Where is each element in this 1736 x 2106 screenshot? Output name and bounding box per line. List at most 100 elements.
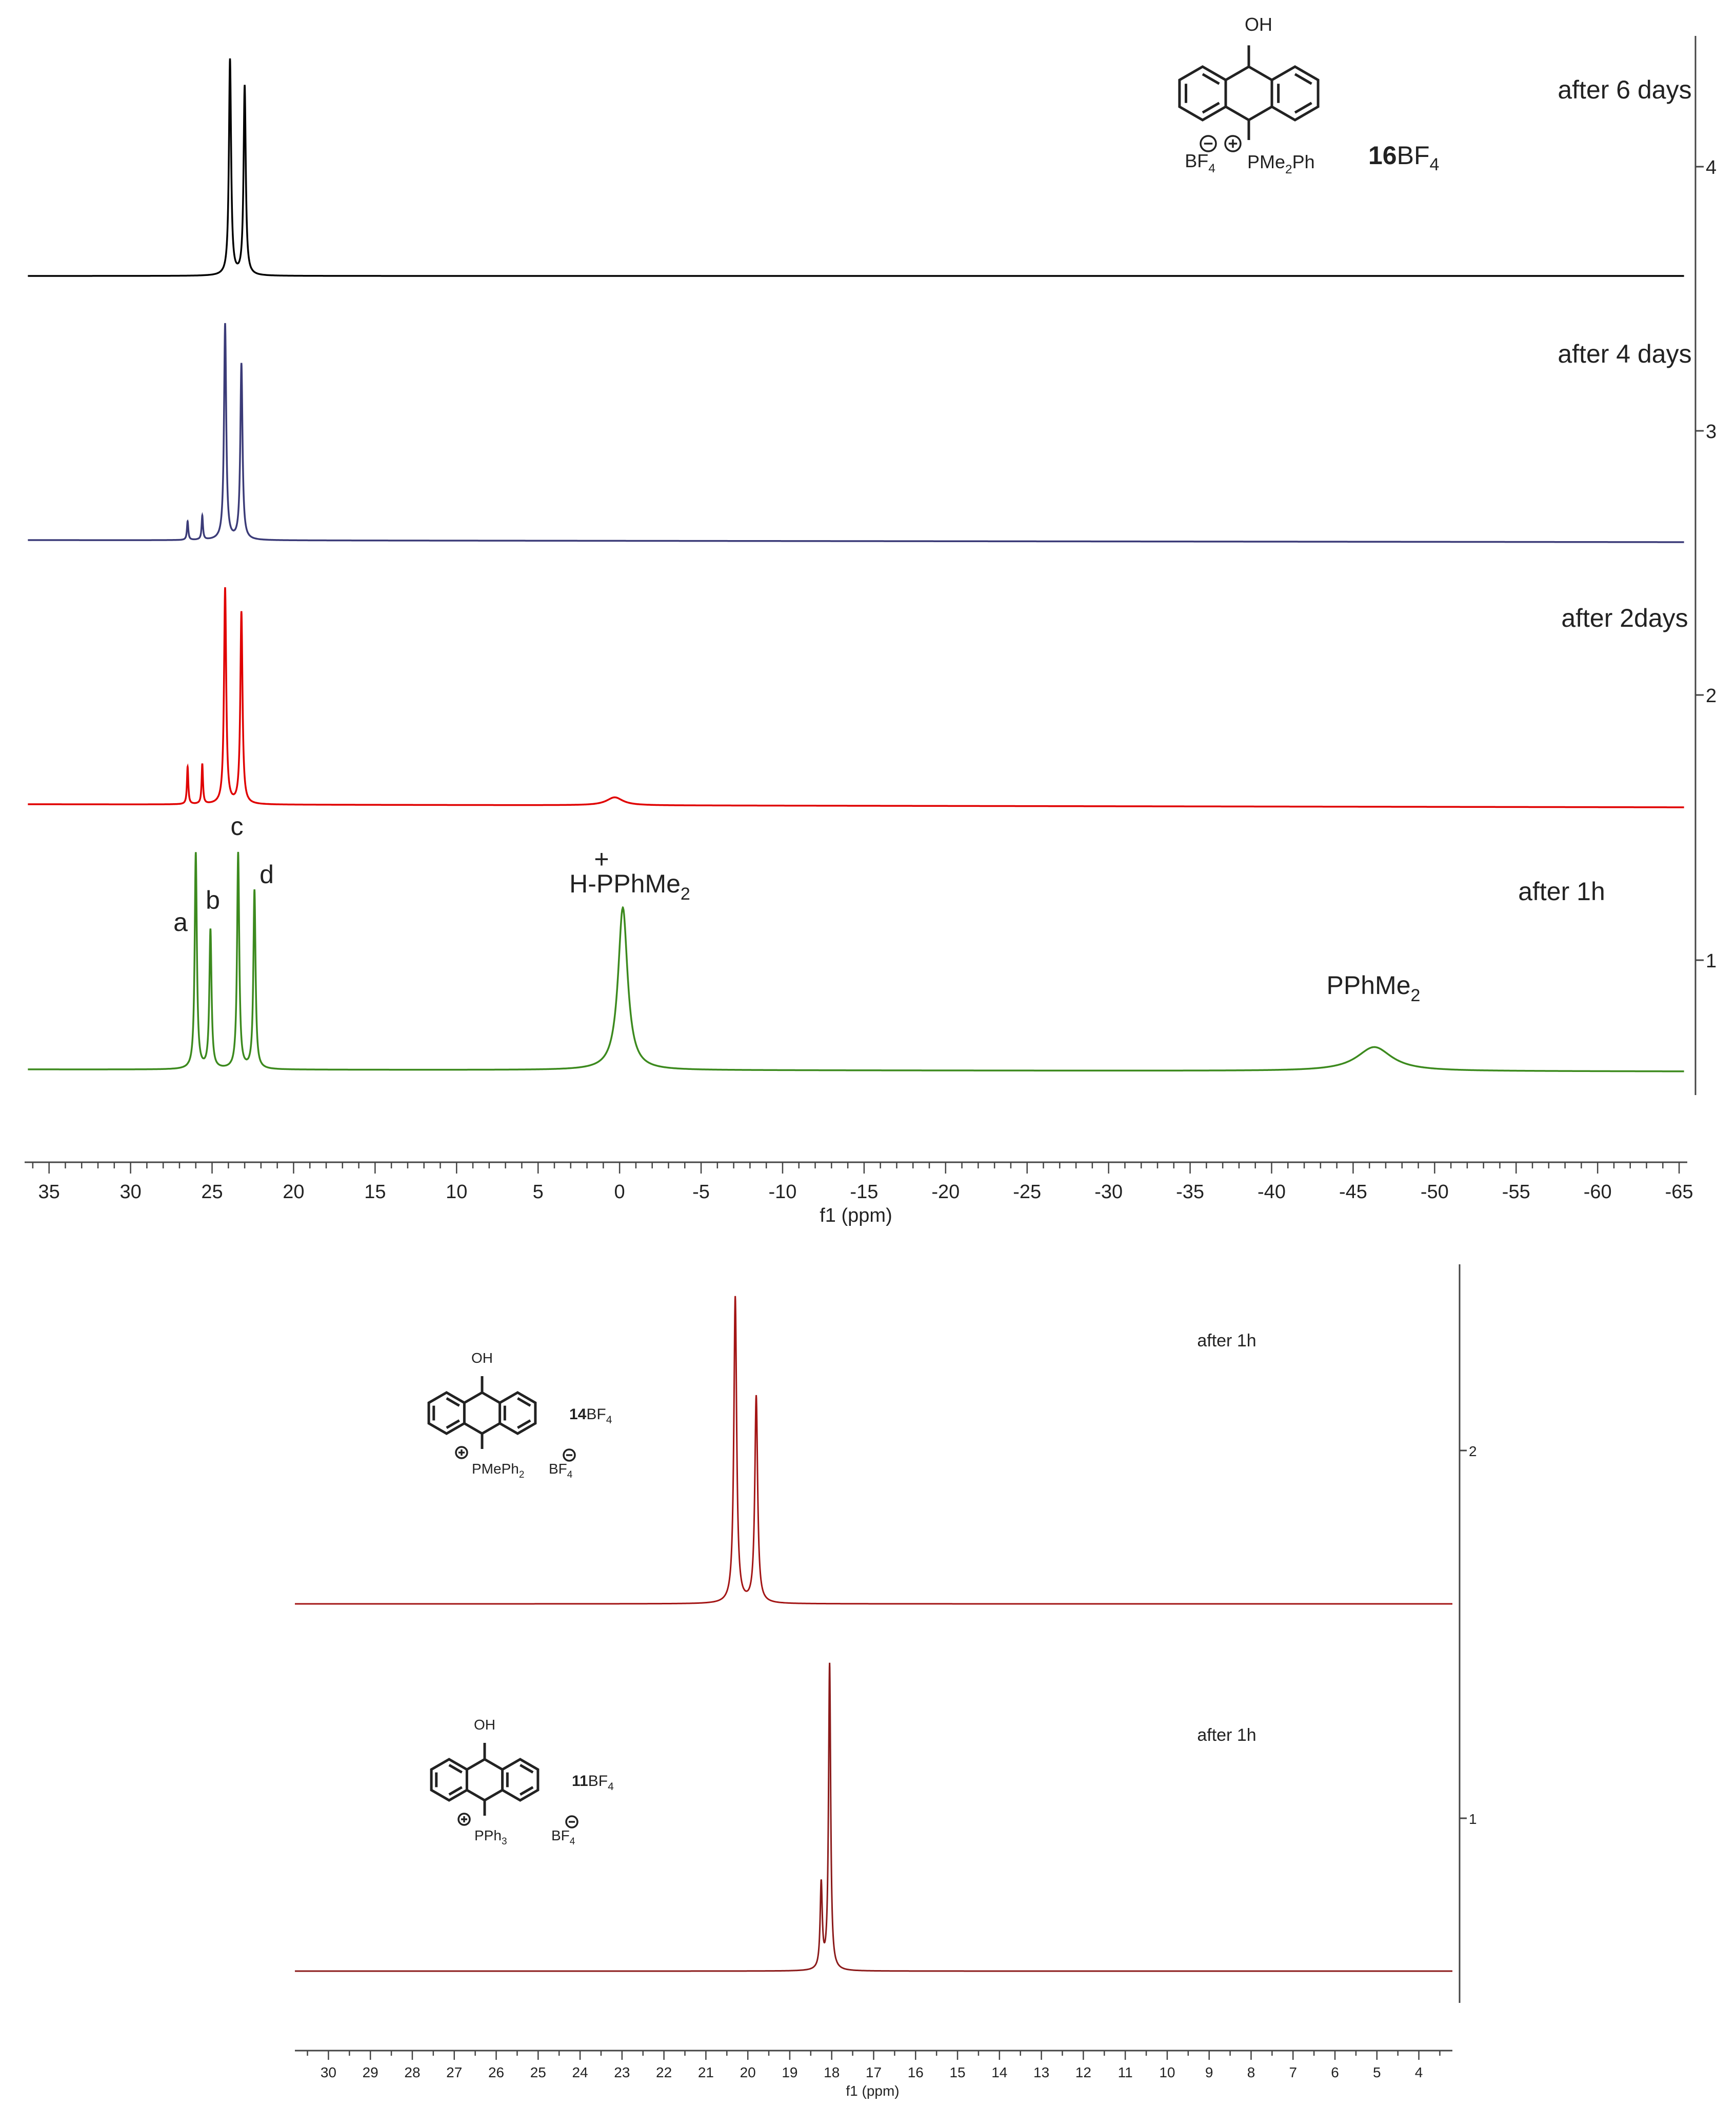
bottom-compound-2-label-rest: BF — [586, 1406, 606, 1423]
bottom-compound-2-label-sub: 4 — [606, 1414, 612, 1426]
bottom-x-tick-label: 8 — [1247, 2064, 1255, 2080]
bottom-series-line-2 — [295, 1296, 1452, 1605]
top-x-tick-label: -25 — [1013, 1181, 1041, 1203]
top-annotation-6-sub: 2 — [1411, 986, 1421, 1005]
bottom-x-tick-label: 22 — [656, 2064, 672, 2080]
top-compound-oh: OH — [1245, 14, 1272, 35]
bottom-compound-1-anion: BF4 — [551, 1827, 575, 1847]
top-x-tick-label: -5 — [692, 1181, 710, 1203]
top-x-tick-label: 15 — [364, 1181, 386, 1203]
bottom-compound-2-structure-central-bottom — [464, 1422, 501, 1435]
top-series-label-4: after 6 days — [1558, 75, 1691, 104]
bottom-x-tick-label: 19 — [782, 2064, 797, 2080]
top-annotation-0: a — [173, 908, 188, 937]
bottom-series-label-2: after 1h — [1197, 1331, 1256, 1350]
top-compound-structure-left-ring-double-bond-2 — [1202, 73, 1220, 85]
top-annotation-3: d — [260, 860, 274, 889]
top-compound-label: 16BF4 — [1368, 141, 1439, 174]
top-series-line-4 — [28, 58, 1684, 277]
bottom-compound-2-cation-main: PMePh — [472, 1461, 519, 1477]
bottom-compound-2-anion: BF4 — [549, 1461, 573, 1480]
bottom-compound-2-oh: OH — [471, 1350, 493, 1366]
top-compound-cation-tail: Ph — [1292, 151, 1315, 172]
bottom-x-tick-label: 18 — [824, 2064, 840, 2080]
top-compound-plus — [1224, 135, 1242, 152]
bottom-x-tick-label: 9 — [1205, 2064, 1213, 2080]
bottom-compound-2-structure-central-top — [464, 1391, 501, 1404]
top-annotation-2: c — [231, 812, 244, 841]
bottom-compound-1-anion-sub: 4 — [570, 1836, 575, 1847]
top-x-tick-label: 25 — [201, 1181, 223, 1203]
bottom-compound-2-cation-sub: 2 — [519, 1469, 525, 1480]
bottom-compound-2-minus — [563, 1448, 576, 1462]
bottom-compound-2-structure-left-ring-double-bond-2 — [446, 1397, 460, 1407]
top-compound-label-rest: BF — [1397, 141, 1430, 170]
bottom-x-tick-label: 27 — [446, 2064, 462, 2080]
top-annotation-5-main: H-PPhMe — [569, 869, 681, 898]
bottom-x-tick-label: 21 — [698, 2064, 714, 2080]
top-annotation-4: + — [594, 845, 609, 873]
bottom-compound-2-anion-sub: 4 — [567, 1469, 573, 1480]
bottom-x-tick-label: 15 — [949, 2064, 965, 2080]
bottom-compound-1-cation: PPh3 — [474, 1827, 507, 1847]
bottom-series-line-1 — [295, 1662, 1452, 1972]
bottom-compound-1-structure-central-top — [466, 1758, 503, 1771]
bottom-x-tick-label: 29 — [363, 2064, 378, 2080]
top-x-tick-label: 5 — [533, 1181, 544, 1203]
top-annotation-1: b — [206, 886, 220, 915]
bottom-compound-1-cation-main: PPh — [474, 1827, 502, 1843]
bottom-x-tick-label: 5 — [1373, 2064, 1381, 2080]
top-x-tick-label: -30 — [1094, 1181, 1123, 1203]
top-compound-label-bold: 16 — [1368, 141, 1397, 170]
bottom-x-tick-label: 13 — [1033, 2064, 1049, 2080]
bottom-x-tick-label: 16 — [908, 2064, 924, 2080]
bottom-x-tick-label: 10 — [1159, 2064, 1175, 2080]
bottom-x-tick-label: 11 — [1118, 2064, 1133, 2080]
top-x-tick-label: 10 — [446, 1181, 467, 1203]
bottom-compound-1-label-rest: BF — [588, 1773, 608, 1790]
top-x-tick-label: 0 — [614, 1181, 625, 1203]
top-x-tick-label: -55 — [1502, 1181, 1530, 1203]
top-annotation-5-sub: 2 — [681, 884, 690, 904]
bottom-x-tick-label: 25 — [530, 2064, 546, 2080]
top-annotation-6: PPhMe2 — [1327, 971, 1421, 1005]
bottom-x-tick-label: 7 — [1289, 2064, 1297, 2080]
top-y-tick-label-1: 1 — [1706, 950, 1717, 972]
top-x-tick-label: -20 — [931, 1181, 960, 1203]
top-compound-structure-central-bottom — [1225, 105, 1273, 122]
top-x-tick-label: -65 — [1665, 1181, 1693, 1203]
bottom-compound-1-structure-left-ring-double-bond-2 — [448, 1764, 463, 1774]
bottom-x-tick-label: 14 — [991, 2064, 1007, 2080]
top-compound-cation-main: PMe — [1247, 151, 1285, 172]
top-compound-anion-sub: 4 — [1208, 162, 1215, 175]
bottom-compound-1-structure-central-bottom — [466, 1789, 503, 1802]
top-x-tick-label: -60 — [1584, 1181, 1612, 1203]
bottom-compound-1-cation-sub: 3 — [502, 1836, 507, 1847]
bottom-x-tick-label: 4 — [1415, 2064, 1423, 2080]
top-compound-cation-sub: 2 — [1285, 163, 1292, 176]
top-compound-structure-central-top — [1225, 65, 1273, 82]
top-compound-minus — [1200, 135, 1217, 152]
top-series-line-1 — [28, 851, 1684, 1072]
bottom-compound-2-anion-main: BF — [549, 1461, 567, 1477]
bottom-y-tick-label-2: 2 — [1469, 1443, 1477, 1459]
bottom-compound-1-label: 11BF4 — [572, 1773, 614, 1793]
bottom-x-tick-label: 17 — [866, 2064, 882, 2080]
top-x-tick-label: -40 — [1258, 1181, 1286, 1203]
bottom-compound-1-oh: OH — [474, 1717, 495, 1733]
top-x-tick-label: -10 — [769, 1181, 797, 1203]
bottom-y-tick-label-1: 1 — [1469, 1811, 1477, 1827]
top-series-label-1: after 1h — [1518, 877, 1605, 906]
bottom-x-tick-label: 23 — [614, 2064, 630, 2080]
top-annotation-6-main: PPhMe — [1327, 971, 1411, 1000]
top-compound-anion: BF4 — [1185, 150, 1215, 175]
bottom-compound-1-structure-left-ring-double-bond-0 — [448, 1786, 463, 1796]
bottom-x-tick-label: 24 — [572, 2064, 588, 2080]
bottom-series-label-1: after 1h — [1197, 1725, 1256, 1745]
bottom-x-tick-label: 28 — [404, 2064, 420, 2080]
bottom-compound-1-anion-main: BF — [551, 1827, 570, 1843]
top-x-tick-label: -45 — [1339, 1181, 1367, 1203]
top-x-tick-label: -50 — [1421, 1181, 1449, 1203]
top-series-line-2 — [28, 587, 1684, 808]
bottom-compound-2-label-bold: 14 — [569, 1406, 587, 1423]
